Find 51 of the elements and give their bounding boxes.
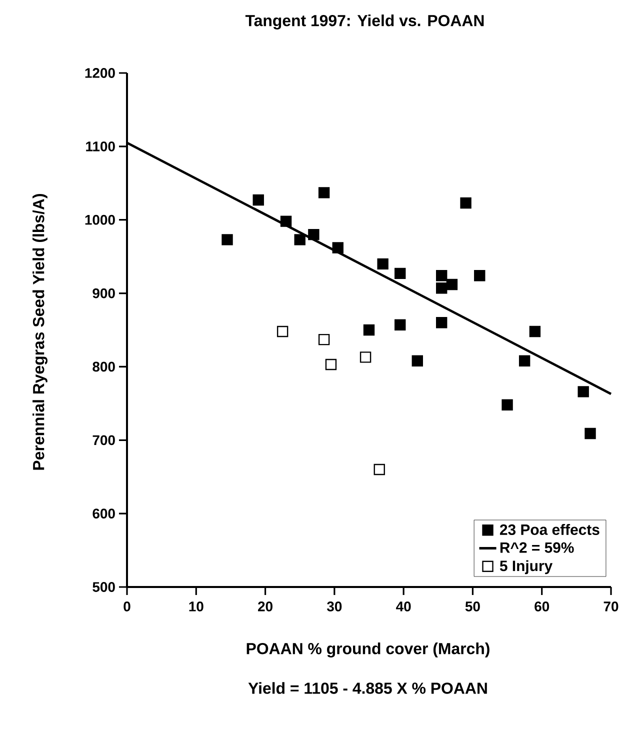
x-tick-label: 70 [604, 602, 618, 612]
chart-title: Tangent 1997: Yield vs. POAAN [245, 14, 484, 30]
point [578, 386, 589, 398]
point [394, 319, 406, 330]
point [332, 242, 344, 254]
point [394, 268, 406, 280]
point [280, 216, 292, 227]
point [436, 282, 448, 294]
point [294, 234, 306, 246]
point [377, 258, 388, 270]
y-tick-label: 1100 [86, 141, 115, 152]
point [460, 197, 472, 209]
point [363, 324, 375, 336]
text: Yield = 1105 - 4.885 X % POAAN [248, 682, 487, 694]
point [446, 278, 458, 290]
x-tick-label: 0 [124, 602, 130, 612]
legend-label: 5 Injury [500, 560, 553, 574]
y-tick-label: 500 [92, 582, 115, 592]
point [252, 194, 264, 206]
point [584, 428, 596, 440]
point [436, 270, 448, 282]
y-tick-label: 1000 [85, 214, 115, 225]
point [360, 352, 372, 363]
point [222, 234, 233, 246]
point [529, 326, 541, 338]
legend-label: 23 Poa effects [500, 524, 600, 535]
y-tick-label: 800 [92, 362, 115, 372]
point [518, 355, 530, 366]
y-tick-label: 1200 [85, 68, 115, 78]
point [374, 464, 385, 476]
point [276, 326, 288, 338]
point [474, 270, 486, 282]
point [318, 187, 330, 198]
point [308, 228, 320, 240]
y-tick-label: 600 [92, 508, 115, 519]
point [502, 399, 513, 410]
legend-label: R^2 = 59% [500, 542, 574, 553]
y-axis-title: Perennial Ryegras Seed Yield (lbs/A) [32, 194, 48, 470]
y-tick-label: 900 [92, 288, 115, 298]
point [318, 334, 330, 346]
point [325, 358, 337, 370]
x-axis-title: POAAN % ground cover (March) [246, 642, 490, 658]
x-tick-label: 50 [465, 602, 480, 612]
x-tick-label: 60 [534, 602, 550, 612]
x-tick-label: 30 [326, 602, 342, 612]
point [412, 355, 423, 366]
x-tick-label: 20 [258, 602, 272, 612]
y-tick-label: 700 [92, 435, 115, 446]
point [436, 317, 448, 328]
x-tick-label: 40 [396, 602, 411, 612]
x-tick-label: 10 [189, 602, 204, 612]
